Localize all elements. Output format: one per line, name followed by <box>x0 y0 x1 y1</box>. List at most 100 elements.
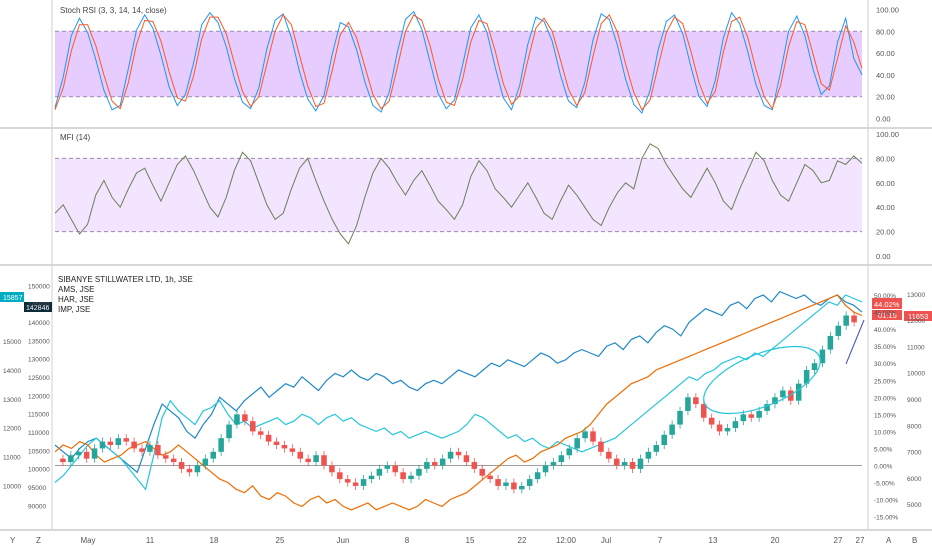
candle-body <box>495 479 501 486</box>
candle-body <box>772 397 778 405</box>
pct-axis-tick-label: -10.00% <box>874 498 898 505</box>
candle-body <box>400 472 406 480</box>
candle-body <box>661 434 667 446</box>
mfi-y-tick-label: 20.00 <box>876 228 895 237</box>
candle-body <box>344 479 351 483</box>
left-axis-tick-label: 145000 <box>28 302 50 309</box>
left-axis-tick-label: 100000 <box>28 467 50 474</box>
candle-body <box>91 448 98 459</box>
left-badge-secondary <box>0 292 24 302</box>
left-axis-tick-label: 150000 <box>28 283 50 290</box>
candle-body <box>598 441 604 452</box>
candle-body <box>178 462 185 469</box>
candle-body <box>447 451 454 459</box>
candle-body <box>716 424 723 432</box>
left-badge-primary <box>24 302 52 312</box>
x-tick-label: 18 <box>210 536 219 545</box>
left-secondary-tick-label: 10000 <box>3 483 21 490</box>
x-tick-label: Jun <box>337 536 350 545</box>
candle-body <box>519 485 525 490</box>
candle-body <box>257 431 264 435</box>
price-badge-text: 11653 <box>908 312 928 321</box>
candle-body <box>700 404 707 418</box>
x-tick-label: 27 <box>856 536 865 545</box>
candle-body <box>827 335 834 350</box>
left-secondary-tick-label: 11000 <box>3 455 21 462</box>
candle-body <box>526 479 533 486</box>
candle-body <box>416 468 422 476</box>
left-axis-tick-label: 110000 <box>28 430 50 437</box>
candle-body <box>511 482 517 490</box>
candle-body <box>851 315 857 323</box>
legend-har: HAR, JSE <box>58 295 94 304</box>
comparison-line <box>54 294 863 511</box>
candle-body <box>273 441 280 446</box>
candle-body <box>732 421 739 428</box>
candle-body <box>819 349 826 364</box>
far-right-tick-label: 13000 <box>907 292 925 299</box>
stoch-rsi-title: Stoch RSI (3, 3, 14, 14, close) <box>60 6 167 15</box>
x-tick-label: 11 <box>146 536 155 545</box>
pct-axis-tick-label: 30.00% <box>874 361 896 368</box>
candle-body <box>75 451 82 456</box>
pct-axis-tick-label: 0.00% <box>874 463 893 470</box>
x-tick-label: 15 <box>466 536 475 545</box>
candle-body <box>606 451 612 459</box>
candle-body <box>487 475 493 480</box>
left-axis-tick-label: 90000 <box>28 503 46 510</box>
stoch-y-tick-label: 60.00 <box>876 49 895 58</box>
legend-ams: AMS, JSE <box>58 285 94 294</box>
pct-axis-tick-label: 15.00% <box>874 412 896 419</box>
far-right-tick-label: 9000 <box>907 397 922 404</box>
candle-body <box>503 482 509 486</box>
mfi-y-tick-label: 0.00 <box>876 252 891 261</box>
x-tick-label: 13 <box>709 536 718 545</box>
pct-axis-tick-label: 5.00% <box>874 446 893 453</box>
candle-body <box>210 451 217 459</box>
left-axis-tick-label: 135000 <box>28 338 50 345</box>
candle-body <box>455 451 462 456</box>
mfi-y-tick-label: 40.00 <box>876 203 895 212</box>
candle-body <box>297 451 304 459</box>
left-axis-tick-label: 105000 <box>28 448 50 455</box>
candle-body <box>226 424 232 439</box>
x-tick-label: 27 <box>834 536 843 545</box>
countdown-badge <box>872 310 902 320</box>
auto-scale-button[interactable]: A <box>886 536 892 545</box>
left-secondary-tick-label: 12000 <box>3 426 21 433</box>
z-button[interactable]: Z <box>36 536 41 545</box>
candle-body <box>131 441 137 449</box>
candle-body <box>764 404 770 411</box>
candle-body <box>368 475 375 480</box>
candle-body <box>740 414 747 422</box>
candle-body <box>479 468 486 476</box>
candle-body <box>645 451 652 459</box>
pct-axis-tick-label: 45.00% <box>874 310 896 317</box>
candle-body <box>669 424 675 435</box>
candle-body <box>582 431 588 439</box>
candle-body <box>242 414 248 422</box>
candle-body <box>566 448 573 456</box>
candle-body <box>360 479 367 486</box>
left-axis-tick-label: 115000 <box>28 412 50 419</box>
candle-body <box>408 475 414 480</box>
b-button[interactable]: B <box>912 536 917 545</box>
x-tick-label: 12:00 <box>556 536 577 545</box>
left-axis-tick-label: 140000 <box>28 320 50 327</box>
candle-body <box>843 315 849 326</box>
mfi-y-tick-label: 100.00 <box>876 130 899 139</box>
candle-body <box>439 458 446 466</box>
candle-body <box>376 468 383 476</box>
x-tick-label: 22 <box>518 536 527 545</box>
stoch-y-tick-label: 80.00 <box>876 27 895 36</box>
candle-body <box>139 448 145 452</box>
pct-axis-tick-label: 25.00% <box>874 378 896 385</box>
price-badge <box>904 311 932 321</box>
candle-body <box>677 410 683 425</box>
candle-body <box>795 383 802 401</box>
y-button[interactable]: Y <box>10 536 16 545</box>
left-secondary-tick-label: 15000 <box>3 339 21 346</box>
candle-body <box>653 445 660 452</box>
left-secondary-tick-label: 14000 <box>3 368 21 375</box>
candle-body <box>431 462 438 466</box>
